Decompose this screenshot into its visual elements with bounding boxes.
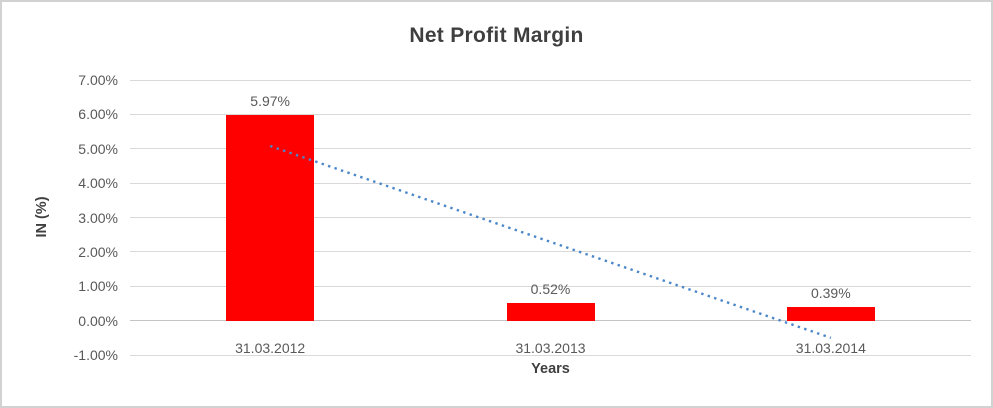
y-tick-label: -1.00% xyxy=(73,347,118,363)
chart-title: Net Profit Margin xyxy=(409,24,584,47)
x-tick-label: 31.03.2012 xyxy=(235,340,306,356)
gridline xyxy=(130,354,971,356)
y-tick-label: 3.00% xyxy=(78,209,118,226)
y-tick-label: 7.00% xyxy=(78,72,118,88)
y-tick-label: 2.00% xyxy=(78,243,118,260)
gridline xyxy=(130,113,971,115)
bar-data-label: 0.39% xyxy=(810,285,851,302)
bar-data-label: 0.52% xyxy=(530,280,571,297)
x-axis-title: Years xyxy=(531,361,570,377)
x-tick-label: 31.03.2014 xyxy=(795,340,866,356)
y-tick-label: 6.00% xyxy=(78,106,118,123)
x-tick-label: 31.03.2013 xyxy=(515,340,586,356)
gridline xyxy=(130,79,971,81)
y-tick-label: 4.00% xyxy=(78,175,118,192)
y-tick-label: 5.00% xyxy=(78,140,118,157)
y-tick-label: 0.00% xyxy=(78,312,118,329)
y-tick-label: 1.00% xyxy=(78,278,118,295)
bar-data-label: 5.97% xyxy=(250,93,290,110)
